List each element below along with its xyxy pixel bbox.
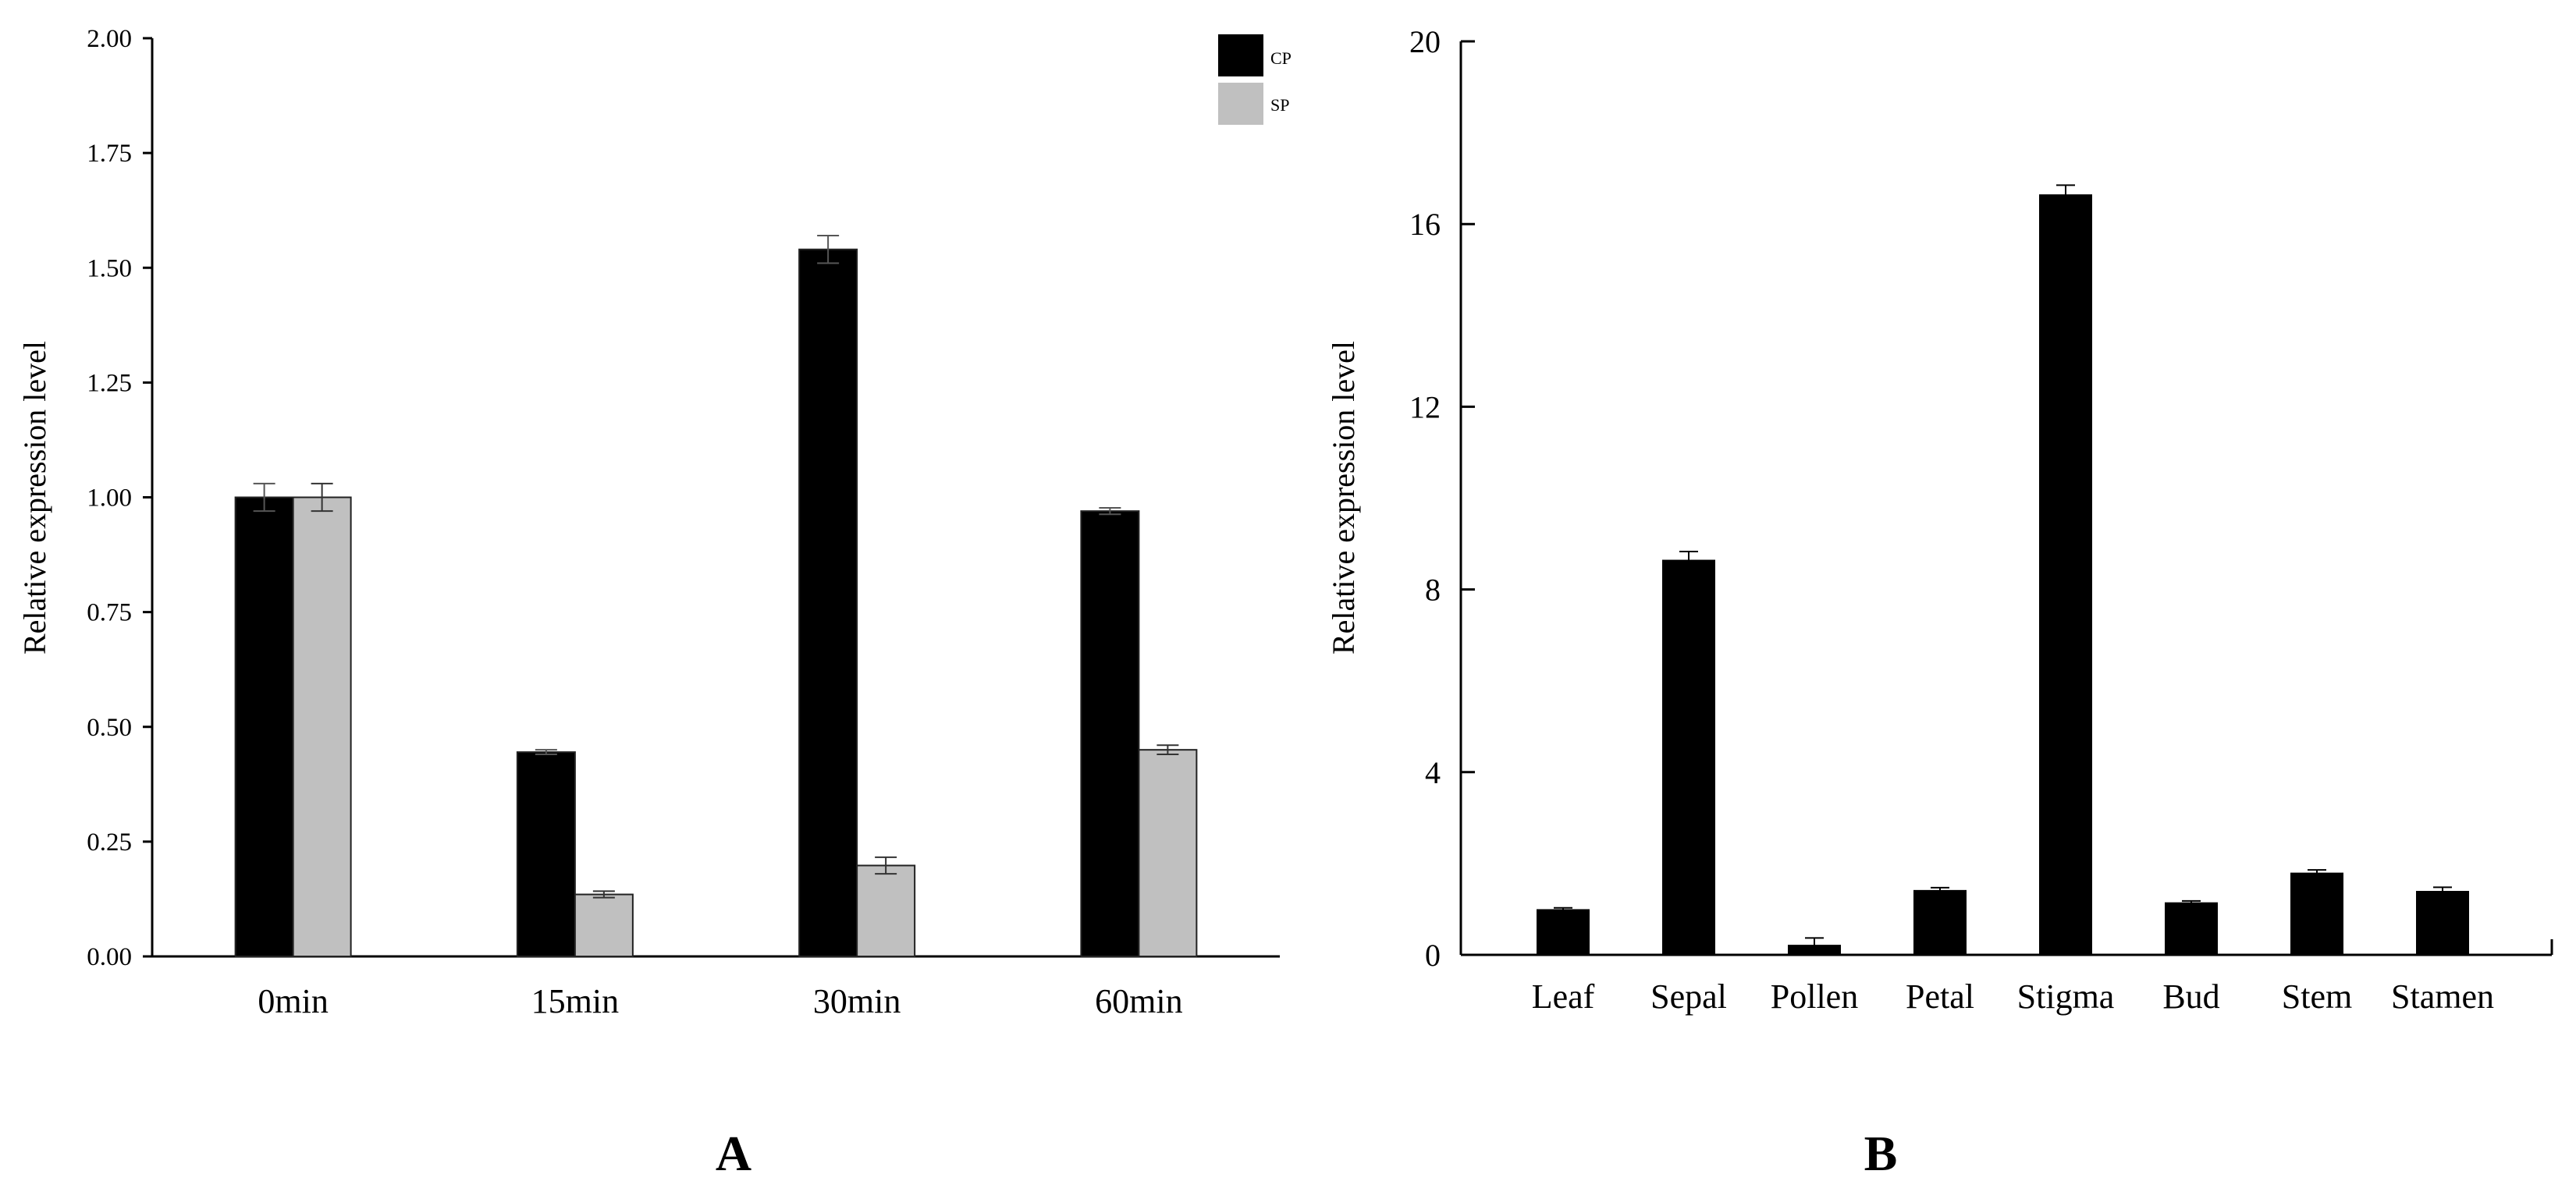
panel-a-y-tick-label: 0.25 (87, 828, 132, 857)
panel-a-bar-cp (798, 248, 858, 957)
panel-a-category-label: 60min (1095, 982, 1182, 1020)
panel-b-category-label: Petal (1906, 977, 1974, 1016)
panel-a-y-tick-label: 1.25 (87, 369, 132, 397)
panel-b-y-tick-label: 16 (1409, 207, 1441, 242)
panel-a-y-axis-title: Relative expression level (17, 341, 52, 655)
panel-b-bar (2039, 194, 2092, 955)
panel-a-y-tick-label: 0.75 (87, 599, 132, 627)
panel-b-y-tick-label: 20 (1409, 24, 1441, 59)
panel-a-bar-sp (1138, 749, 1198, 957)
panel-a-y-tick-label: 0.00 (87, 943, 132, 971)
legend-label-sp: SP (1270, 95, 1289, 115)
panel-b-category-label: Stigma (2017, 977, 2115, 1016)
panel-a-y-ticks: 0.00 0.25 0.50 0.75 1.00 1.25 1.50 1.75 2.00 (87, 25, 152, 971)
panel-b-category-label: Stamen (2391, 977, 2494, 1016)
panel-a-category-label: 30min (813, 982, 901, 1020)
panel-a-category-label: 15min (531, 982, 619, 1020)
panel-b-chart: 0 4 8 12 16 20 Leaf Sepal Pollen Petal Stigma Bud S… (1326, 24, 2553, 1181)
legend-label-cp: CP (1270, 48, 1292, 68)
panel-b-y-tick-label: 0 (1425, 938, 1441, 973)
panel-b-bar (2290, 872, 2343, 955)
panel-b-y-tick-label: 4 (1425, 755, 1441, 790)
panel-b-bar (1913, 889, 1967, 955)
panel-a-y-tick-label: 1.75 (87, 140, 132, 168)
panel-b-bar (2416, 891, 2469, 955)
panel-b-y-axis-title: Relative expression level (1326, 341, 1361, 655)
panel-a-legend: CP SP (1218, 34, 1292, 125)
panel-b-category-label: Sepal (1650, 977, 1727, 1016)
panel-a-bar-sp (574, 893, 634, 957)
panel-b-y-tick-label: 12 (1409, 389, 1441, 424)
panel-a-error-bars (253, 235, 1179, 899)
panel-b-category-label: Pollen (1771, 977, 1858, 1016)
panel-b-bar (1537, 909, 1590, 955)
panel-b-bar (1662, 559, 1715, 955)
panel-b-y-ticks: 0 4 8 12 16 20 (1409, 24, 1475, 973)
panel-a-bar-cp (1080, 510, 1140, 957)
panel-b-y-tick-label: 8 (1425, 573, 1441, 608)
panel-b-bar (2165, 902, 2218, 955)
panel-a-y-tick-label: 2.00 (87, 25, 132, 53)
panel-b-error-bars (1554, 184, 2452, 952)
panel-a-bar-sp (292, 496, 352, 957)
panel-b-category-label: Stem (2282, 977, 2352, 1016)
panel-a-label: A (716, 1126, 751, 1181)
panel-a-bar-cp (516, 751, 576, 957)
panel-a-y-tick-label: 1.50 (87, 254, 132, 282)
panel-a-bar-cp (234, 496, 294, 957)
panel-b-category-label: Bud (2162, 977, 2219, 1016)
panel-b-x-labels: Leaf Sepal Pollen Petal Stigma Bud Stem Stamen (1532, 977, 2494, 1016)
panel-a-bar-sp (856, 864, 916, 958)
legend-swatch-sp (1218, 83, 1263, 125)
panel-b-bars (1537, 194, 2469, 955)
panel-a-x-labels: 0min 15min 30min 60min (258, 982, 1182, 1020)
panel-a-y-tick-label: 1.00 (87, 484, 132, 513)
panel-a-bars (234, 248, 1198, 958)
panel-b-category-label: Leaf (1532, 977, 1595, 1016)
panel-b-axes (1459, 41, 2553, 956)
panel-b-label: B (1864, 1126, 1898, 1181)
panel-a-chart: 0.00 0.25 0.50 0.75 1.00 1.25 1.50 1.75 2.00 0mi… (17, 25, 1292, 1181)
panel-a-y-tick-label: 0.50 (87, 714, 132, 742)
legend-swatch-cp (1218, 34, 1263, 76)
panel-a-category-label: 0min (258, 982, 328, 1020)
